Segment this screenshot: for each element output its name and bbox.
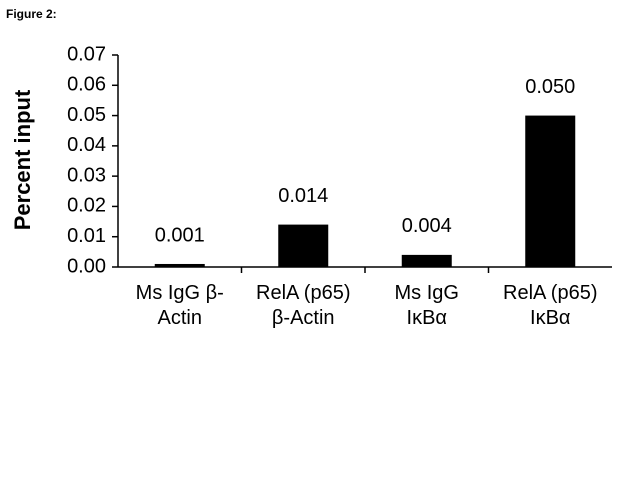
bar [401, 254, 452, 267]
bar [154, 263, 205, 267]
bar [525, 115, 576, 267]
x-tick-label: RelA (p65) IκBα [503, 282, 598, 329]
data-label: 0.001 [155, 224, 205, 246]
data-label: 0.004 [402, 215, 452, 237]
bar [278, 224, 329, 267]
y-tick-label: 0.04 [67, 134, 106, 156]
y-tick-label: 0.03 [67, 164, 106, 186]
y-tick-label: 0.06 [67, 74, 106, 96]
y-tick-label: 0.00 [67, 255, 106, 277]
x-tick-label: RelA (p65) β-Actin [256, 282, 351, 329]
y-tick-label: 0.02 [67, 195, 106, 217]
x-tick-label: Ms IgG IκBα [394, 282, 459, 329]
y-axis-title: Percent input [10, 89, 35, 230]
y-tick-label: 0.01 [67, 225, 106, 247]
y-tick-label: 0.07 [67, 43, 106, 65]
x-tick-label: Ms IgG β-Actin [135, 282, 224, 329]
y-tick-label: 0.05 [67, 104, 106, 126]
figure-label: Figure 2: [6, 7, 57, 21]
data-label: 0.014 [278, 185, 328, 207]
data-label: 0.050 [525, 76, 575, 98]
